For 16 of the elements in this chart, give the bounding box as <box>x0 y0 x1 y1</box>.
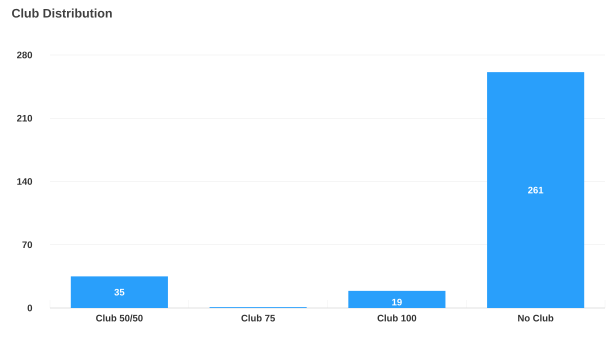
x-tick-label: Club 50/50 <box>96 314 143 322</box>
bar <box>348 290 446 308</box>
bar <box>70 276 168 308</box>
x-tick-label: Club 100 <box>378 314 416 322</box>
data-label: 35 <box>114 288 124 296</box>
chart-title: Club Distribution <box>12 8 112 18</box>
bar <box>487 72 584 308</box>
y-tick-label: 70 <box>22 241 32 248</box>
y-tick-label: 0 <box>28 304 32 312</box>
y-tick-label: 210 <box>17 114 32 122</box>
x-tick-label: No Club <box>518 314 554 322</box>
y-tick-label: 280 <box>17 52 32 58</box>
data-label: 19 <box>392 298 402 306</box>
x-tick-label: Club 75 <box>241 314 275 322</box>
data-label: 261 <box>528 186 544 194</box>
y-tick-label: 140 <box>17 178 32 185</box>
